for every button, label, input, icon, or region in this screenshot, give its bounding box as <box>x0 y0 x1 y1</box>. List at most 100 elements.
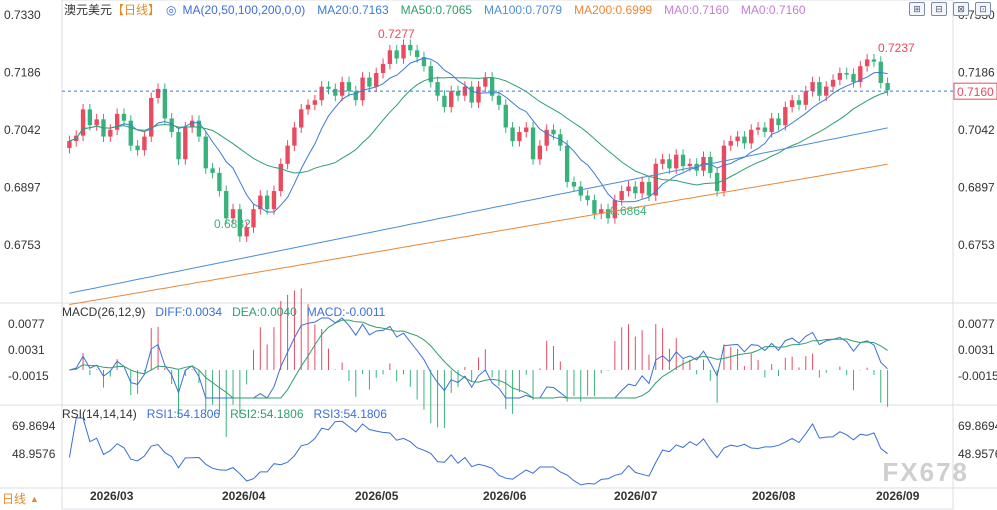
high-marker-2: 0.7237 <box>878 41 915 55</box>
candle-body <box>612 200 618 219</box>
date-tick: 2026/06 <box>483 489 527 503</box>
toolbar-add-icon[interactable]: ⊞ <box>909 2 925 16</box>
candle-body <box>844 73 849 75</box>
candle-body <box>374 73 379 87</box>
candle-body <box>162 88 168 119</box>
candle-body <box>108 129 113 137</box>
candle-body <box>230 209 236 219</box>
candle-body <box>592 200 597 214</box>
price-tick-left: 0.6753 <box>4 238 41 252</box>
candle-body <box>155 88 161 98</box>
rsi-line <box>68 417 888 486</box>
candle-body <box>810 82 815 92</box>
ma20-line <box>69 57 888 213</box>
candle-body <box>885 83 890 91</box>
ma200-line <box>69 163 888 305</box>
candle-body <box>442 95 447 108</box>
eye-icon[interactable]: ◎ <box>166 2 177 17</box>
macd-tick-right: 0.0077 <box>958 317 995 331</box>
candle-body <box>360 77 365 101</box>
candle-body <box>428 66 433 83</box>
candle-body <box>387 50 393 64</box>
candle-body <box>183 127 188 160</box>
ma-legend-item-1: MA20:0.7163 <box>317 2 389 17</box>
candle-body <box>653 163 658 196</box>
candle-body <box>435 82 440 96</box>
macd-legend-item-2: DEA:0.0040 <box>232 305 297 319</box>
rsi-tick-left: 69.8694 <box>12 419 56 433</box>
candle-body <box>251 209 256 228</box>
date-tick: 2026/07 <box>614 489 658 503</box>
date-tick: 2026/03 <box>90 489 134 503</box>
candle-body <box>217 172 222 192</box>
candle-body <box>421 57 427 67</box>
candle-body <box>271 191 277 210</box>
candle-body <box>237 209 243 237</box>
current-price-label: 0.7160 <box>957 85 994 99</box>
ma-legend: MA(20,50,100,200,0,0) MA20:0.7163 MA50:0.7… <box>183 3 806 17</box>
candle-body <box>367 77 372 87</box>
candle-body <box>224 191 229 219</box>
candle-body <box>176 132 181 160</box>
candle-body <box>789 100 795 108</box>
candle-body <box>762 127 768 133</box>
period-tag[interactable]: 【日线】 <box>112 3 161 17</box>
candle-body <box>408 44 413 51</box>
rsi-tick-left: 48.9576 <box>12 447 56 461</box>
candle-body <box>517 132 522 142</box>
rsi-legend-item-2: RSI2:54.1806 <box>230 407 304 421</box>
candle-body <box>851 73 856 83</box>
macd-tick-left: 0.0077 <box>8 317 45 331</box>
high-marker-1: 0.7277 <box>378 27 415 41</box>
candle-body <box>394 50 399 59</box>
toolbar-minus-icon[interactable]: ⊟ <box>931 2 947 16</box>
ma50-line <box>69 76 888 186</box>
candle-body <box>380 63 386 74</box>
candle-body <box>864 59 870 67</box>
candle-body <box>503 104 508 128</box>
candle-body <box>674 154 679 169</box>
candle-body <box>189 120 195 128</box>
toolbar-layout-icon[interactable]: ⊡ <box>975 2 991 16</box>
candle-body <box>135 145 140 151</box>
candle-body <box>149 97 154 137</box>
candle-body <box>830 79 836 87</box>
candle-body <box>339 82 345 96</box>
candle-body <box>87 109 93 126</box>
price-tick-left: 0.6897 <box>4 181 41 195</box>
candle-body <box>469 86 474 103</box>
price-tick-left: 0.7042 <box>4 123 41 137</box>
ma-legend-item-0: MA(20,50,100,200,0,0) <box>182 2 306 17</box>
rsi-tick-right: 48.9576 <box>958 447 997 461</box>
toolbar-close-icon[interactable]: ⊠ <box>953 2 969 16</box>
candle-body <box>633 186 638 194</box>
price-tick-right: 0.6753 <box>958 238 995 252</box>
candle-body <box>414 50 420 58</box>
date-tick: 2026/04 <box>222 489 266 503</box>
price-tick-right: 0.7186 <box>958 66 995 80</box>
period-selector[interactable]: 日线 ▲ <box>2 490 39 507</box>
candle-body <box>476 86 481 103</box>
plot-frame <box>61 0 954 510</box>
candle-body <box>285 145 290 164</box>
period-selector-label: 日线 <box>2 492 27 506</box>
candle-body <box>278 163 283 192</box>
ma-legend-item-3: MA100:0.7079 <box>484 2 563 17</box>
candle-body <box>755 127 761 130</box>
ma-legend-item-6: MA0:0.7160 <box>740 2 806 17</box>
main-legend: 澳元美元 【日线】 ◎ MA(20,50,100,200,0,0) MA20:0.… <box>64 1 806 18</box>
candle-body <box>449 91 454 108</box>
candle-body <box>121 113 127 121</box>
candle-body <box>721 145 727 192</box>
candle-body <box>305 104 311 110</box>
candle-body <box>796 100 802 105</box>
candle-body <box>114 113 120 130</box>
candle-body <box>585 195 590 201</box>
macd-legend-item-3: MACD:-0.0011 <box>306 305 386 319</box>
macd-legend-item-0: MACD(26,12,9) <box>62 305 146 319</box>
candle-body <box>571 181 577 187</box>
date-tick: 2026/05 <box>355 489 399 503</box>
candle-body <box>483 77 488 87</box>
candle-body <box>708 157 713 173</box>
